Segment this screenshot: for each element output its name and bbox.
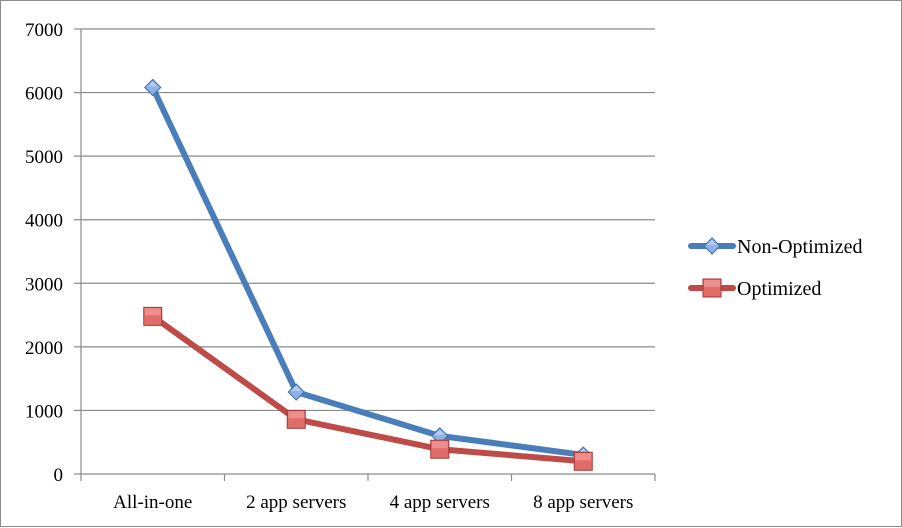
marker-highlight [431, 441, 448, 449]
legend-label: Non-Optimized [737, 236, 863, 258]
y-tick-label: 3000 [25, 274, 63, 295]
data-point-non-optimized [287, 383, 305, 401]
x-tick-label: 2 app servers [246, 492, 346, 513]
marker-diamond [703, 237, 721, 255]
marker-diamond [287, 383, 305, 401]
x-tick-label: 4 app servers [390, 492, 490, 513]
legend-swatch-marker [703, 237, 721, 255]
marker-highlight [147, 81, 158, 87]
marker-highlight [575, 453, 592, 461]
data-point-non-optimized [144, 78, 162, 97]
marker-highlight [144, 308, 161, 316]
series-group [143, 78, 593, 471]
y-tick-label: 5000 [25, 147, 63, 168]
y-tick-label: 7000 [25, 20, 63, 41]
data-point-optimized [143, 306, 163, 326]
marker-highlight [288, 411, 305, 419]
y-tick-label: 4000 [25, 211, 63, 232]
data-point-optimized [573, 451, 593, 471]
marker-highlight [704, 280, 720, 287]
marker-highlight [434, 429, 445, 435]
legend: Non-Optimized Optimized [688, 236, 863, 300]
x-tick-label: 8 app servers [533, 492, 633, 513]
legend-item-non-optimized: Non-Optimized [688, 236, 863, 258]
gridlines [81, 28, 655, 412]
legend-item-optimized: Optimized [688, 278, 821, 300]
x-tick-label: All-in-one [113, 492, 192, 513]
series-line-optimized [149, 313, 587, 465]
marker-diamond [144, 78, 162, 97]
y-tick-label: 2000 [25, 338, 63, 359]
legend-label: Optimized [737, 278, 821, 300]
data-point-optimized [286, 409, 306, 429]
marker-highlight [291, 385, 302, 391]
y-tick-label: 0 [54, 465, 64, 486]
marker-highlight [707, 240, 717, 245]
axes: 0 1000 2000 3000 4000 5000 6000 7000 All-in-one 2… [25, 20, 656, 513]
data-point-optimized [430, 439, 450, 459]
legend-swatch-marker [702, 278, 722, 298]
y-tick-label: 1000 [25, 401, 63, 422]
series-line-non-optimized [149, 84, 587, 458]
y-tick-label: 6000 [25, 84, 63, 105]
